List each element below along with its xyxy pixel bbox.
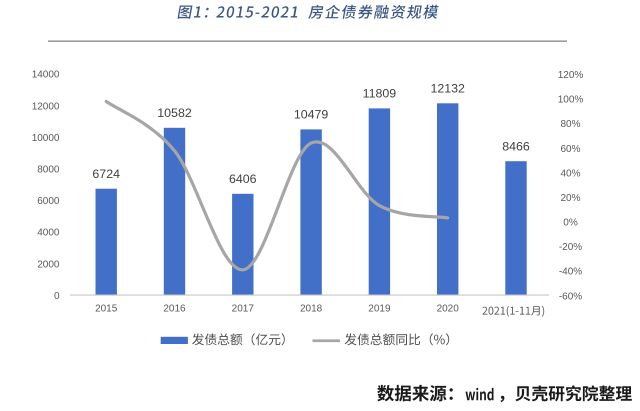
svg-text:40%: 40% [560, 168, 580, 179]
svg-text:2018: 2018 [300, 304, 323, 315]
svg-text:12000: 12000 [32, 101, 60, 112]
svg-text:0%: 0% [563, 218, 578, 229]
svg-text:14000: 14000 [32, 70, 60, 81]
svg-text:80%: 80% [560, 119, 580, 130]
svg-text:6000: 6000 [37, 196, 60, 207]
svg-text:10479: 10479 [294, 108, 329, 122]
svg-text:2019: 2019 [368, 304, 391, 315]
svg-text:2017: 2017 [232, 304, 255, 315]
svg-text:2015: 2015 [95, 304, 118, 315]
svg-text:-40%: -40% [559, 267, 582, 278]
svg-text:8000: 8000 [37, 165, 60, 176]
svg-text:2000: 2000 [37, 259, 60, 270]
svg-text:60%: 60% [560, 144, 580, 155]
svg-text:6724: 6724 [92, 167, 120, 181]
svg-text:2020: 2020 [437, 304, 460, 315]
svg-text:4000: 4000 [37, 228, 60, 239]
svg-text:11809: 11809 [363, 87, 397, 101]
svg-text:12132: 12132 [430, 81, 465, 95]
svg-text:0: 0 [54, 291, 60, 302]
svg-text:100%: 100% [558, 95, 584, 106]
svg-text:-60%: -60% [559, 291, 582, 302]
svg-text:2016: 2016 [163, 304, 186, 315]
svg-text:8466: 8466 [502, 139, 530, 153]
svg-text:10582: 10582 [157, 106, 192, 120]
svg-text:10000: 10000 [32, 133, 60, 144]
svg-text:120%: 120% [558, 70, 584, 81]
svg-text:-20%: -20% [559, 242, 582, 253]
svg-text:20%: 20% [560, 193, 580, 204]
svg-text:6406: 6406 [229, 172, 257, 186]
